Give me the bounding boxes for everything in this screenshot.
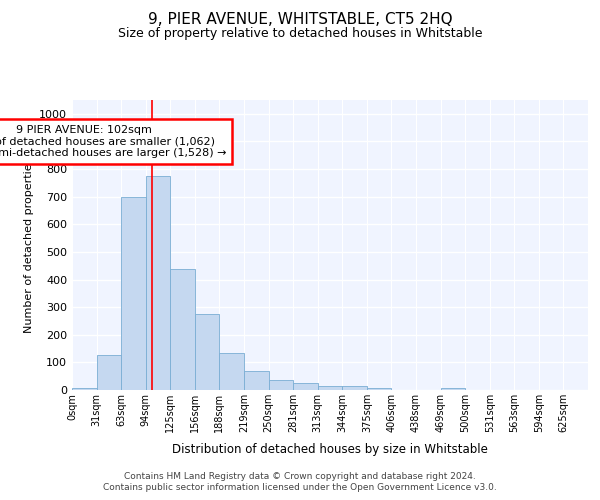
Text: Contains HM Land Registry data © Crown copyright and database right 2024.: Contains HM Land Registry data © Crown c…	[124, 472, 476, 481]
Bar	[146, 176, 170, 390]
Y-axis label: Number of detached properties: Number of detached properties	[23, 158, 34, 332]
Bar	[367, 388, 391, 390]
Bar	[121, 196, 146, 390]
Text: Distribution of detached houses by size in Whitstable: Distribution of detached houses by size …	[172, 442, 488, 456]
Bar	[220, 354, 244, 390]
Text: Size of property relative to detached houses in Whitstable: Size of property relative to detached ho…	[118, 28, 482, 40]
Text: 9, PIER AVENUE, WHITSTABLE, CT5 2HQ: 9, PIER AVENUE, WHITSTABLE, CT5 2HQ	[148, 12, 452, 28]
Bar	[440, 388, 465, 390]
Bar	[318, 386, 342, 390]
Bar	[170, 269, 195, 390]
Bar	[97, 356, 121, 390]
Bar	[72, 388, 97, 390]
Text: Contains public sector information licensed under the Open Government Licence v3: Contains public sector information licen…	[103, 484, 497, 492]
Text: 9 PIER AVENUE: 102sqm
← 41% of detached houses are smaller (1,062)
59% of semi-d: 9 PIER AVENUE: 102sqm ← 41% of detached …	[0, 125, 226, 158]
Bar	[269, 380, 293, 390]
Bar	[195, 314, 220, 390]
Bar	[293, 383, 318, 390]
Bar	[244, 371, 269, 390]
Bar	[342, 386, 367, 390]
